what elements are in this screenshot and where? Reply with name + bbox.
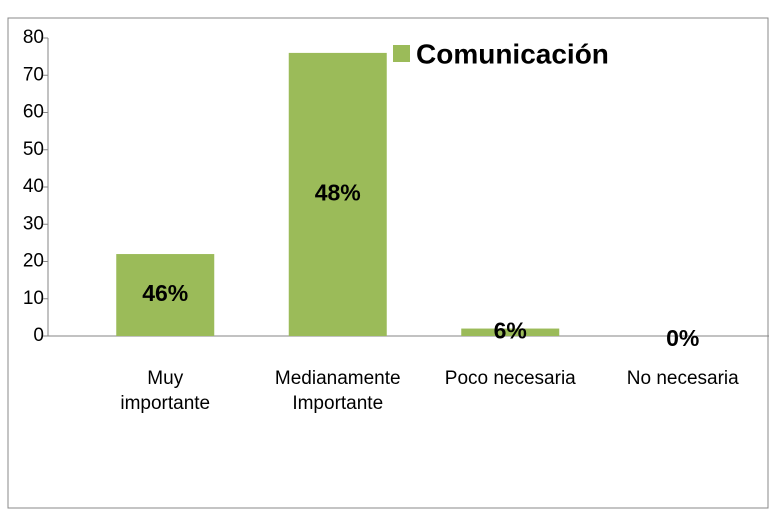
data-label: 6%	[494, 317, 527, 343]
legend-label: Comunicación	[416, 38, 609, 69]
x-tick-label: Poco necesaria	[444, 368, 576, 389]
y-tick-label: 60	[23, 102, 44, 123]
y-tick-label: 70	[23, 64, 44, 85]
bar	[288, 52, 387, 337]
bar	[461, 328, 560, 336]
y-tick-label: 10	[23, 288, 44, 309]
data-label: 46%	[142, 280, 188, 306]
x-tick-label: Muy importante	[120, 368, 211, 414]
bar	[116, 254, 215, 336]
legend-swatch	[393, 45, 410, 62]
x-tick-label: No necesaria	[626, 368, 739, 389]
y-tick-label: 0	[33, 325, 44, 346]
y-tick-label: 50	[23, 139, 44, 160]
data-label: 48%	[315, 180, 361, 206]
y-tick-label: 40	[23, 176, 44, 197]
y-tick-label: 20	[23, 251, 44, 272]
y-tick-label: 80	[23, 27, 44, 48]
y-tick-label: 30	[23, 213, 44, 234]
data-label: 0%	[666, 325, 699, 351]
x-tick-label: Medianamente Importante	[274, 368, 401, 414]
